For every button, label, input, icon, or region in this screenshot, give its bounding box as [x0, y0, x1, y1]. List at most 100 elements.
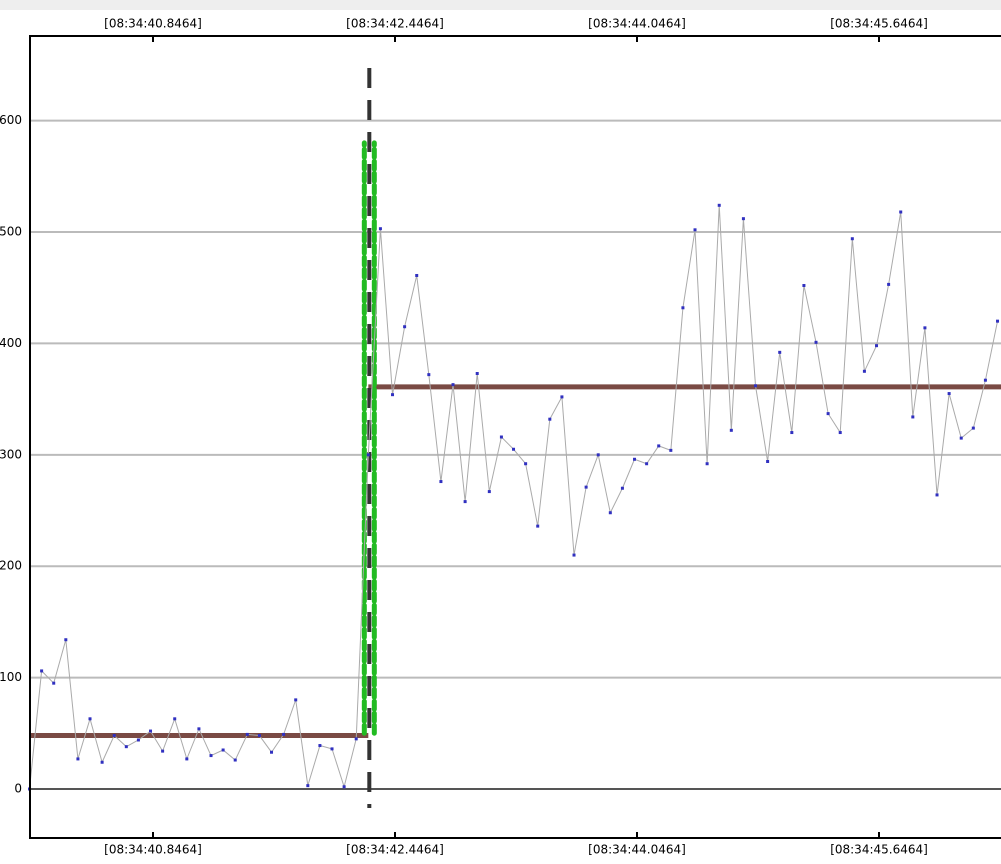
data-point [608, 511, 612, 515]
data-point [427, 373, 431, 377]
data-point [705, 462, 709, 466]
x-tick-label: [08:34:44.0464] [588, 17, 686, 31]
data-point [439, 480, 443, 484]
data-point [52, 681, 56, 685]
y-tick-label: 200 [0, 559, 22, 573]
data-point [487, 490, 491, 494]
data-point [354, 737, 358, 741]
data-point [717, 203, 721, 207]
y-tick-label: 500 [0, 225, 22, 239]
data-point [366, 453, 370, 457]
data-point [100, 760, 104, 764]
data-point [185, 757, 189, 761]
data-point [971, 426, 975, 430]
data-point [245, 732, 249, 736]
data-point [499, 435, 503, 439]
data-point [814, 340, 818, 344]
data-point [524, 462, 528, 466]
data-point [318, 744, 322, 748]
data-point [572, 553, 576, 557]
data-point [415, 273, 419, 277]
data-point [596, 453, 600, 457]
data-point [947, 392, 951, 396]
y-tick-label: 300 [0, 447, 22, 461]
data-point [88, 717, 92, 721]
y-tick-label: 400 [0, 336, 22, 350]
data-point [548, 417, 552, 421]
data-point [221, 748, 225, 752]
y-tick-label: 0 [14, 781, 22, 795]
data-point [887, 282, 891, 286]
data-point [778, 350, 782, 354]
data-point [197, 727, 201, 731]
data-point [935, 493, 939, 497]
data-point [560, 395, 564, 399]
data-point [209, 754, 213, 758]
data-point [161, 749, 165, 753]
data-point [826, 412, 830, 416]
data-point [306, 784, 310, 788]
data-point [270, 750, 274, 754]
x-tick-label: [08:34:40.8464] [104, 17, 202, 31]
data-point [729, 428, 733, 432]
x-tick-label: [08:34:40.8464] [104, 843, 202, 857]
data-point [475, 372, 479, 376]
data-point [899, 210, 903, 214]
data-point [584, 485, 588, 489]
data-point [681, 306, 685, 310]
data-point [233, 758, 237, 762]
data-point [790, 431, 794, 435]
data-point [923, 326, 927, 330]
data-point [996, 319, 1000, 323]
series-line [29, 205, 999, 790]
data-point [342, 785, 346, 789]
data-point [754, 384, 758, 388]
data-point [959, 436, 963, 440]
data-point [124, 745, 128, 749]
y-tick-label: 100 [0, 670, 22, 684]
data-point [620, 486, 624, 490]
data-point [76, 757, 80, 761]
data-point [850, 237, 854, 241]
top-strip [0, 0, 1001, 10]
data-point [149, 729, 153, 733]
data-point [633, 457, 637, 461]
data-point [294, 698, 298, 702]
data-point [911, 415, 915, 419]
data-point [136, 738, 140, 742]
data-point [766, 460, 770, 464]
x-tick-label: [08:34:42.4464] [346, 17, 444, 31]
x-tick-label: [08:34:45.6464] [830, 17, 928, 31]
data-point [40, 669, 44, 673]
data-point [112, 734, 116, 738]
data-point [983, 378, 987, 382]
x-tick-label: [08:34:44.0464] [588, 843, 686, 857]
data-point [463, 500, 467, 504]
data-point [838, 431, 842, 435]
data-point [645, 462, 649, 466]
data-point [391, 393, 395, 397]
data-point [282, 732, 286, 736]
plot-area [28, 68, 1001, 808]
data-point [741, 217, 745, 221]
data-point [693, 228, 697, 232]
data-point [862, 369, 866, 373]
data-point [378, 227, 382, 231]
data-point [330, 747, 334, 751]
data-point [657, 444, 661, 448]
x-tick-label: [08:34:42.4464] [346, 843, 444, 857]
plot-border [29, 35, 1001, 839]
data-point [512, 447, 516, 451]
y-tick-label: 600 [0, 113, 22, 127]
data-point [536, 524, 540, 528]
data-point [451, 383, 455, 387]
data-point [173, 717, 177, 721]
data-point [403, 325, 407, 329]
x-tick-label: [08:34:45.6464] [830, 843, 928, 857]
data-point [669, 448, 673, 452]
data-point [802, 284, 806, 288]
data-point [875, 344, 879, 348]
data-point [64, 638, 68, 642]
